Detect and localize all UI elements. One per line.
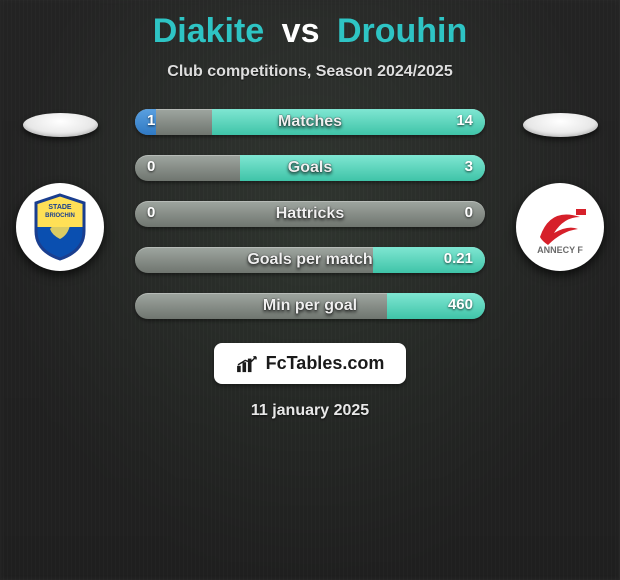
- stat-value-left: 0: [147, 158, 155, 175]
- left-side: STADE BRIOCHIN: [0, 113, 120, 271]
- player1-nation-oval: [23, 113, 98, 137]
- bar-right-fill: [240, 155, 485, 181]
- content-wrapper: Diakite vs Drouhin Club competitions, Se…: [0, 0, 620, 420]
- branding-text: FcTables.com: [266, 353, 385, 374]
- stat-value-right: 14: [456, 112, 473, 129]
- stat-row-hattricks: 0 0 Hattricks: [135, 201, 485, 227]
- stat-value-right: 0: [465, 204, 473, 221]
- stat-value-left: 0: [147, 204, 155, 221]
- date-label: 11 january 2025: [251, 402, 369, 420]
- player2-nation-oval: [523, 113, 598, 137]
- branding-badge[interactable]: FcTables.com: [214, 343, 407, 384]
- svg-text:STADE: STADE: [48, 204, 72, 211]
- svg-text:BRIOCHIN: BRIOCHIN: [45, 213, 75, 219]
- bar-right-fill: [212, 109, 485, 135]
- stat-value-right: 3: [465, 158, 473, 175]
- stat-value-left: 1: [147, 112, 155, 129]
- stats-arena: STADE BRIOCHIN ANNECY F 1 14 Matches 0 3 Goal…: [0, 109, 620, 319]
- stade-briochin-icon: STADE BRIOCHIN: [20, 187, 100, 267]
- stat-label: Goals: [288, 159, 332, 177]
- stat-row-goals: 0 3 Goals: [135, 155, 485, 181]
- comparison-title: Diakite vs Drouhin: [153, 12, 468, 51]
- right-side: ANNECY F: [500, 113, 620, 271]
- stat-label: Goals per match: [247, 251, 372, 269]
- stat-row-min-per-goal: 460 Min per goal: [135, 293, 485, 319]
- fctables-logo-icon: [236, 355, 258, 373]
- stats-column: 1 14 Matches 0 3 Goals 0 0 Hattricks 0.21 Goals pe…: [135, 109, 485, 319]
- stat-row-goals-per-match: 0.21 Goals per match: [135, 247, 485, 273]
- stat-label: Hattricks: [276, 205, 344, 223]
- subtitle: Club competitions, Season 2024/2025: [167, 63, 452, 81]
- player2-name: Drouhin: [337, 12, 467, 50]
- stat-label: Matches: [278, 113, 342, 131]
- player1-name: Diakite: [153, 12, 265, 50]
- stat-value-right: 0.21: [444, 250, 473, 267]
- stat-value-right: 460: [448, 296, 473, 313]
- player1-club-badge: STADE BRIOCHIN: [16, 183, 104, 271]
- stat-row-matches: 1 14 Matches: [135, 109, 485, 135]
- stat-label: Min per goal: [263, 297, 357, 315]
- vs-label: vs: [282, 12, 320, 50]
- annecy-fc-icon: ANNECY F: [520, 187, 600, 267]
- svg-text:ANNECY F: ANNECY F: [537, 245, 583, 255]
- player2-club-badge: ANNECY F: [516, 183, 604, 271]
